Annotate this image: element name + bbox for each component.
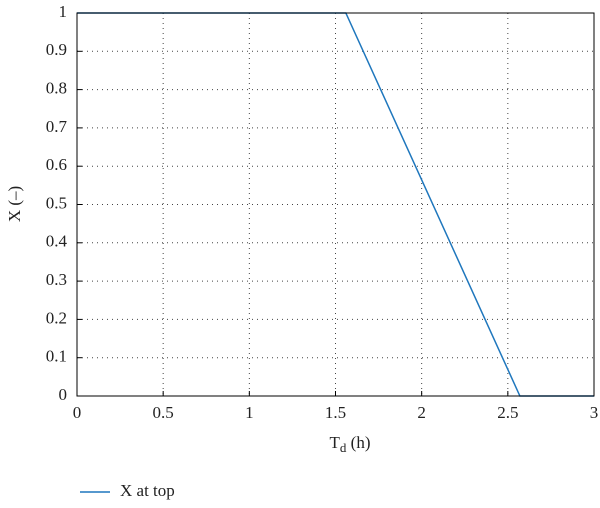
plot-frame: [76, 12, 595, 397]
y-tick-label: 0.6: [46, 155, 67, 174]
x-label-main: T: [330, 433, 341, 452]
x-tick-label: 2: [417, 403, 426, 422]
y-tick-label: 0.9: [46, 40, 67, 59]
y-tick-label: 0.5: [46, 193, 67, 212]
y-tick-label: 0: [59, 385, 68, 404]
x-tick-label: 2.5: [497, 403, 518, 422]
y-axis-label: X (–): [5, 186, 24, 222]
y-tick-label: 0.2: [46, 308, 67, 327]
y-tick-label: 0.1: [46, 347, 67, 366]
y-tick-label: 0.3: [46, 270, 67, 289]
x-tick-label: 0.5: [153, 403, 174, 422]
x-label-unit: (h): [346, 433, 370, 452]
y-tick-label: 0.4: [46, 232, 68, 251]
x-axis-label: Td (h): [330, 433, 371, 455]
y-tick-label: 0.7: [46, 117, 68, 136]
y-tick-label: 1: [59, 2, 68, 21]
x-tick-label: 1: [245, 403, 254, 422]
y-tick-label: 0.8: [46, 79, 67, 98]
legend-label: X at top: [120, 481, 175, 500]
x-tick-label: 0: [73, 403, 82, 422]
x-tick-label: 3: [590, 403, 599, 422]
x-label-sub: d: [340, 440, 347, 455]
x-tick-label: 1.5: [325, 403, 346, 422]
